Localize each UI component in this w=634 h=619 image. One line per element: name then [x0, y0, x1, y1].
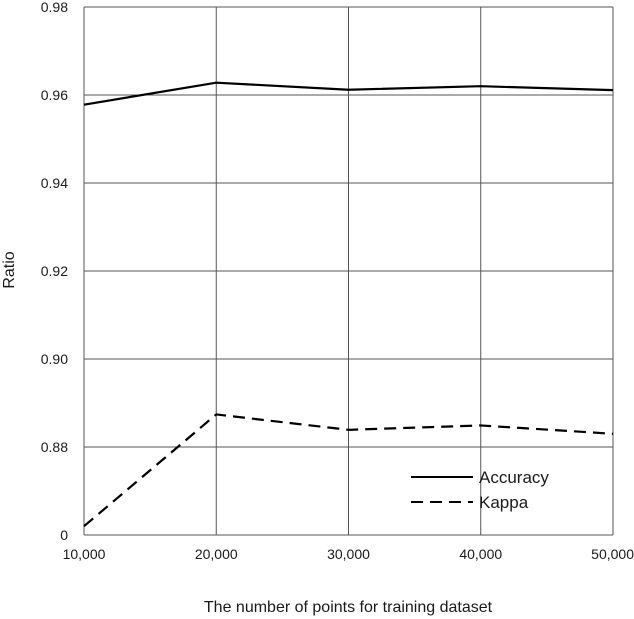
y-tick-label: 0.94 [41, 175, 68, 191]
x-tick-label: 20,000 [195, 546, 238, 562]
legend-label-accuracy: Accuracy [479, 468, 549, 487]
x-tick-label: 10,000 [63, 546, 106, 562]
series-line-accuracy [83, 81, 614, 106]
y-tick-label: 0.98 [41, 0, 68, 15]
y-tick-label: 0.90 [41, 351, 68, 367]
tick-layer: 0 0.88 0.90 0.92 0.94 0.96 0.98 10,000 20,000 30,… [41, 0, 634, 562]
legend-label-kappa: Kappa [479, 493, 529, 512]
y-tick-label: 0 [60, 527, 68, 543]
series-line-kappa [83, 413, 614, 528]
x-tick-label: 40,000 [459, 546, 502, 562]
y-axis-title: Ratio [1, 251, 18, 288]
y-tick-label: 0.92 [41, 263, 68, 279]
y-tick-label: 0.88 [41, 439, 68, 455]
x-axis-title: The number of points for training datase… [204, 599, 493, 616]
legend: Accuracy Kappa [411, 468, 549, 512]
grid-layer [83, 6, 614, 536]
x-tick-label: 30,000 [327, 546, 370, 562]
series-layer [83, 81, 614, 528]
x-tick-label: 50,000 [591, 546, 634, 562]
y-tick-label: 0.96 [41, 87, 68, 103]
